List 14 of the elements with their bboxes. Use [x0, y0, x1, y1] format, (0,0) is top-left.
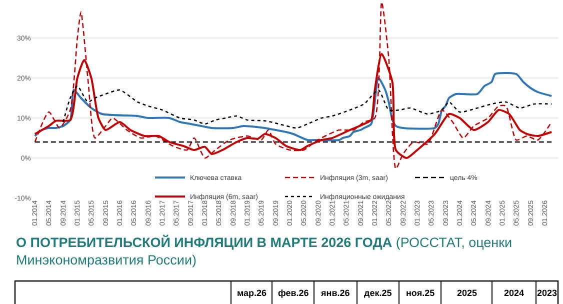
text: мар.26 — [237, 288, 267, 298]
text: фев.26 — [278, 288, 309, 298]
line-series — [34, 72, 553, 142]
text: дек.25 — [364, 288, 392, 298]
text: О ПОТРЕБИТЕЛЬСКОЙ ИНФЛЯЦИИ В МАРТЕ 2026 ГОДА — [16, 234, 392, 250]
text: (РОССТАТ, оценки — [396, 235, 512, 250]
line-series — [34, 2, 552, 170]
text: 2024 — [504, 288, 524, 298]
text: янв.26 — [321, 288, 350, 298]
text: Минэкономразвития России) — [16, 252, 196, 268]
text: ноя.25 — [406, 288, 435, 298]
text: 2025 — [457, 288, 478, 298]
text: 2023 — [537, 288, 558, 298]
line-series — [62, 85, 552, 129]
